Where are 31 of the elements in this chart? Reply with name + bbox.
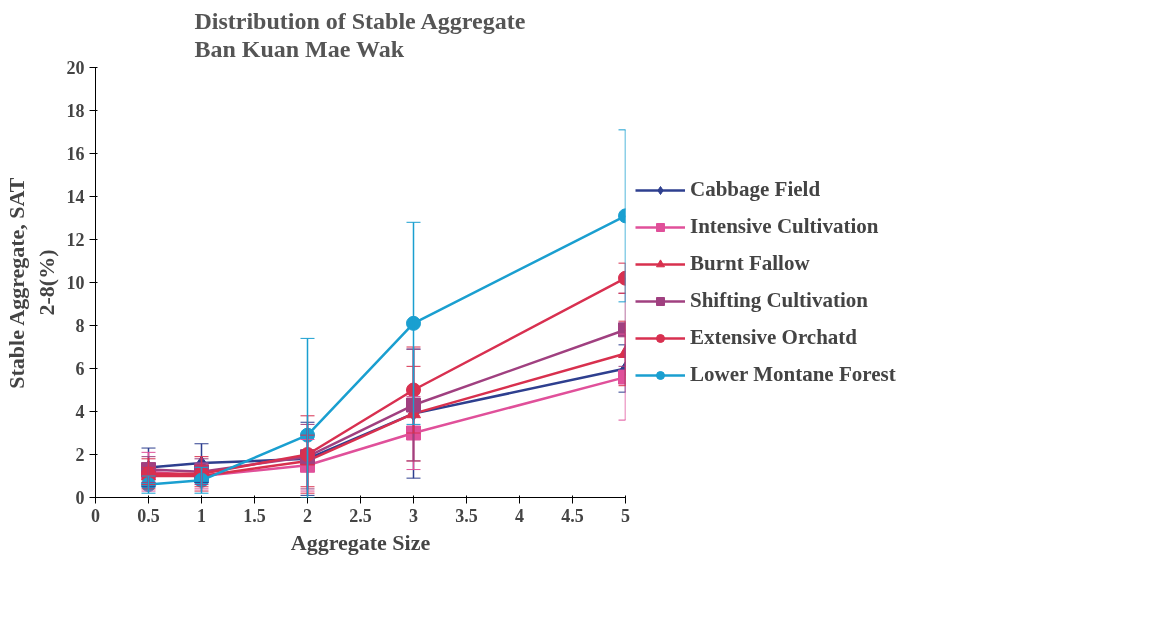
y-tick-label: 10: [66, 273, 85, 293]
legend-label: Burnt Fallow: [690, 251, 810, 276]
x-tick-label: 1.5: [243, 505, 266, 526]
x-tick-label: 2: [303, 505, 312, 526]
x-tick-label: 5: [621, 505, 630, 526]
y-tick-label: 8: [75, 316, 85, 336]
x-tick-label: 0: [91, 505, 100, 526]
y-tick-label: 2: [75, 445, 85, 465]
legend-label: Cabbage Field: [690, 177, 821, 202]
chart-title: Distribution of Stable Aggregate Ban Kuan Mae Wak: [194, 7, 526, 63]
x-tick-label: 0.5: [137, 505, 160, 526]
legend-label: Extensive Orchatd: [690, 325, 858, 350]
x-tick-label: 1: [197, 505, 206, 526]
y-tick-label: 20: [66, 58, 85, 78]
y-tick-label: 6: [75, 359, 85, 379]
legend-label: Intensive Cultivation: [690, 214, 879, 239]
y-tick-label: 16: [66, 144, 85, 164]
y-tick-label: 4: [75, 402, 85, 422]
y-tick-label: 14: [66, 187, 85, 207]
y-tick-label: 0: [75, 488, 85, 508]
x-tick-label: 4: [515, 505, 524, 526]
y-tick-label: 12: [66, 230, 85, 250]
y-tick-label: 18: [66, 101, 85, 121]
legend-label: Shifting Cultivation: [690, 288, 868, 313]
x-axis-title: Aggregate Size: [290, 529, 431, 555]
x-tick-label: 3.5: [455, 505, 478, 526]
x-tick-label: 4.5: [561, 505, 584, 526]
y-axis-title: Stable Aggregate, SAT 2-8(%): [3, 177, 59, 389]
x-tick-label: 3: [409, 505, 418, 526]
x-tick-label: 2.5: [349, 505, 372, 526]
legend-label: Lower Montane Forest: [690, 362, 896, 387]
